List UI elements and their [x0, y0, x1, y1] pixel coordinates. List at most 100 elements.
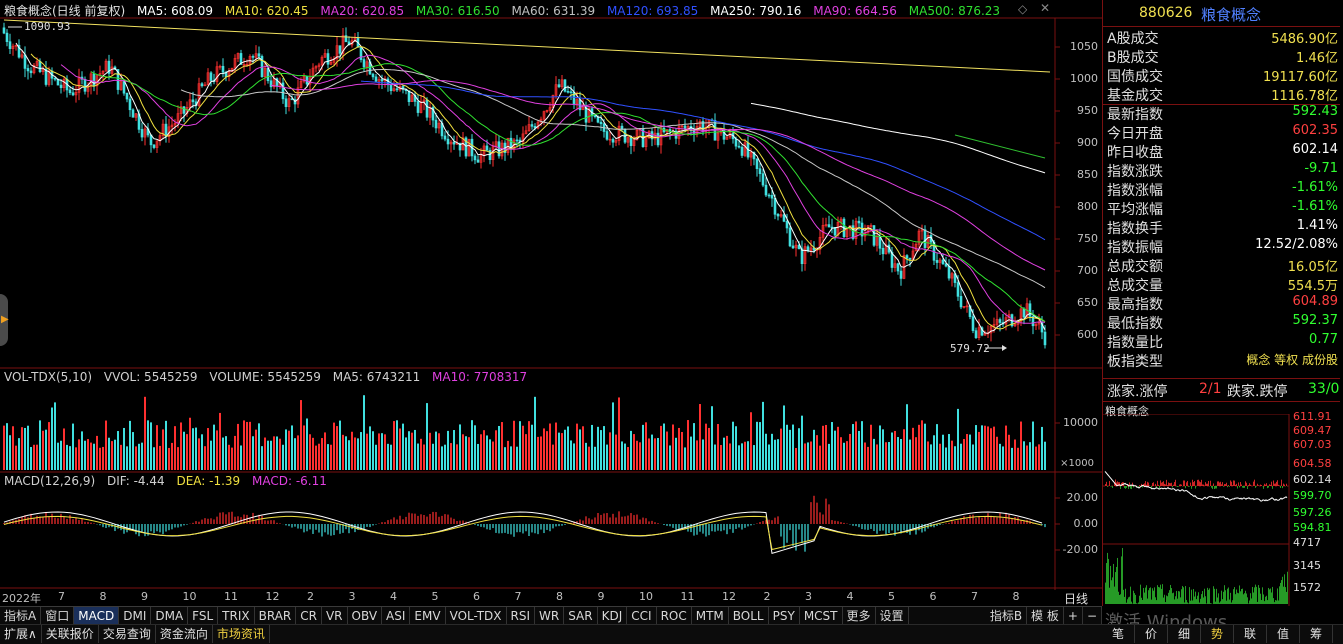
macd-bar-negative [330, 524, 331, 536]
mini-volume-bar [1272, 587, 1273, 604]
mini-volume-bar [1238, 593, 1239, 604]
candle-down [945, 264, 947, 266]
macd-bar-positive [993, 517, 994, 524]
volume-bar-up [654, 438, 656, 470]
indicator-tab-emv[interactable]: EMV [410, 607, 445, 624]
macd-bar-positive [627, 516, 628, 524]
volume-bar-up [507, 441, 509, 470]
volume-bar-down [417, 444, 419, 470]
month-label: 11 [681, 590, 695, 603]
mini-tab-筹[interactable]: 筹 [1300, 625, 1333, 643]
macd-bar-positive [54, 518, 55, 524]
indicator-tab-−[interactable]: − [1083, 607, 1102, 624]
volume-bar-down [519, 421, 521, 470]
candle-down [222, 66, 224, 72]
volume-bar-down [579, 429, 581, 470]
indicator-tab-+[interactable]: + [1064, 607, 1083, 624]
volume-bar-up [198, 438, 200, 470]
indicator-tab-dma[interactable]: DMA [151, 607, 188, 624]
month-label: 10 [639, 590, 653, 603]
macd-bar-positive [81, 519, 82, 524]
volume-bar-down [387, 444, 389, 470]
indicator-tab-指标a[interactable]: 指标A [0, 607, 41, 624]
mini-tab-势[interactable]: 势 [1201, 625, 1234, 643]
indicator-tab-指标B[interactable]: 指标B [986, 607, 1027, 624]
indicator-tab-更多[interactable]: 更多 [843, 607, 876, 624]
indicator-tab-obv[interactable]: OBV [348, 607, 383, 624]
mini-volume-bar [1108, 559, 1109, 604]
macd-bar-positive [69, 515, 70, 524]
indicator-tab-mcst[interactable]: MCST [800, 607, 843, 624]
volume-bar-up [393, 421, 395, 470]
volume-bar-up [696, 440, 698, 470]
bottom-tab-关联报价[interactable]: 关联报价 [42, 625, 99, 643]
mini-breadth-bar [1214, 486, 1215, 489]
volume-bar-down [69, 446, 71, 470]
mini-tab-价[interactable]: 价 [1135, 625, 1168, 643]
bottom-tab-交易查询[interactable]: 交易查询 [99, 625, 156, 643]
candle-down [972, 317, 974, 331]
indicator-tab-psy[interactable]: PSY [769, 607, 800, 624]
indicator-tab-dmi[interactable]: DMI [119, 607, 151, 624]
volume-bar-up [561, 433, 563, 470]
candle-down [900, 271, 902, 278]
candle-down [585, 107, 587, 122]
mini-breadth-bar [1109, 481, 1110, 486]
bottom-tab-市场资讯[interactable]: 市场资讯 [213, 625, 270, 643]
volume-bar-down [789, 430, 791, 470]
macd-bar-positive [987, 513, 988, 524]
mini-tab-笔[interactable]: 笔 [1102, 625, 1135, 643]
indicator-tab-sar[interactable]: SAR [564, 607, 597, 624]
volume-bar-down [975, 425, 977, 470]
kline-chart-area[interactable]: 粮食概念(日线 前复权) MA5: 608.09 MA10: 620.45 MA… [0, 0, 1102, 606]
volume-bar-down [447, 431, 449, 470]
indicator-tab-boll[interactable]: BOLL [729, 607, 769, 624]
volume-bar-down [567, 426, 569, 470]
bottom-tab-扩展∧[interactable]: 扩展∧ [0, 625, 42, 643]
indicator-tab-roc[interactable]: ROC [657, 607, 692, 624]
mini-volume-bar [1160, 585, 1161, 604]
indicator-tab-设置[interactable]: 设置 [876, 607, 909, 624]
volume-bar-up [207, 428, 209, 470]
macd-bar-positive [414, 514, 415, 524]
candle-down [786, 221, 788, 228]
mini-volume-bar [1207, 588, 1208, 604]
indicator-tab-fsl[interactable]: FSL [188, 607, 218, 624]
indicator-tab-vol-tdx[interactable]: VOL-TDX [446, 607, 507, 624]
indicator-tab-brar[interactable]: BRAR [255, 607, 297, 624]
macd-bar-positive [999, 513, 1000, 524]
indicator-tab-macd[interactable]: MACD [74, 607, 119, 624]
mini-breadth-bar [1272, 486, 1273, 489]
macd-tick-neg20: -20.00 [1062, 543, 1098, 556]
mini-breadth-bar [1186, 482, 1187, 486]
mini-tab-值[interactable]: 值 [1267, 625, 1300, 643]
mini-tab-细[interactable]: 细 [1168, 625, 1201, 643]
indicator-tab-模 板[interactable]: 模 板 [1027, 607, 1064, 624]
bottom-tab-资金流向[interactable]: 资金流向 [156, 625, 213, 643]
indicator-tab-wr[interactable]: WR [535, 607, 564, 624]
indicator-tab-asi[interactable]: ASI [382, 607, 410, 624]
price-chart-svg[interactable] [0, 0, 1102, 606]
mini-tab-联[interactable]: 联 [1234, 625, 1267, 643]
macd-bar-negative [855, 524, 856, 526]
mini-breadth-bar [1169, 483, 1170, 486]
mini-volume-bar [1105, 583, 1106, 604]
indicator-tab-mtm[interactable]: MTM [692, 607, 729, 624]
period-label[interactable]: 日线 [1064, 590, 1088, 607]
macd-bar-positive [231, 512, 232, 524]
indicator-tab-trix[interactable]: TRIX [218, 607, 254, 624]
indicator-tab-cci[interactable]: CCI [627, 607, 656, 624]
dif-label: DIF: -4.44 [107, 474, 165, 488]
indicator-tab-窗口[interactable]: 窗口 [41, 607, 74, 624]
macd-bar-positive [381, 522, 382, 524]
vol-indicator-name: VOL-TDX(5,10) [4, 370, 92, 384]
mini-volume-bar [1171, 588, 1172, 604]
indicator-tab-rsi[interactable]: RSI [507, 607, 536, 624]
indicator-tab-vr[interactable]: VR [322, 607, 348, 624]
indicator-tab-kdj[interactable]: KDJ [598, 607, 628, 624]
mini-volume-bar [1279, 586, 1280, 604]
volume-bar-down [375, 445, 377, 470]
macd-tick-0: 0.00 [1062, 517, 1098, 530]
indicator-tab-cr[interactable]: CR [296, 607, 322, 624]
